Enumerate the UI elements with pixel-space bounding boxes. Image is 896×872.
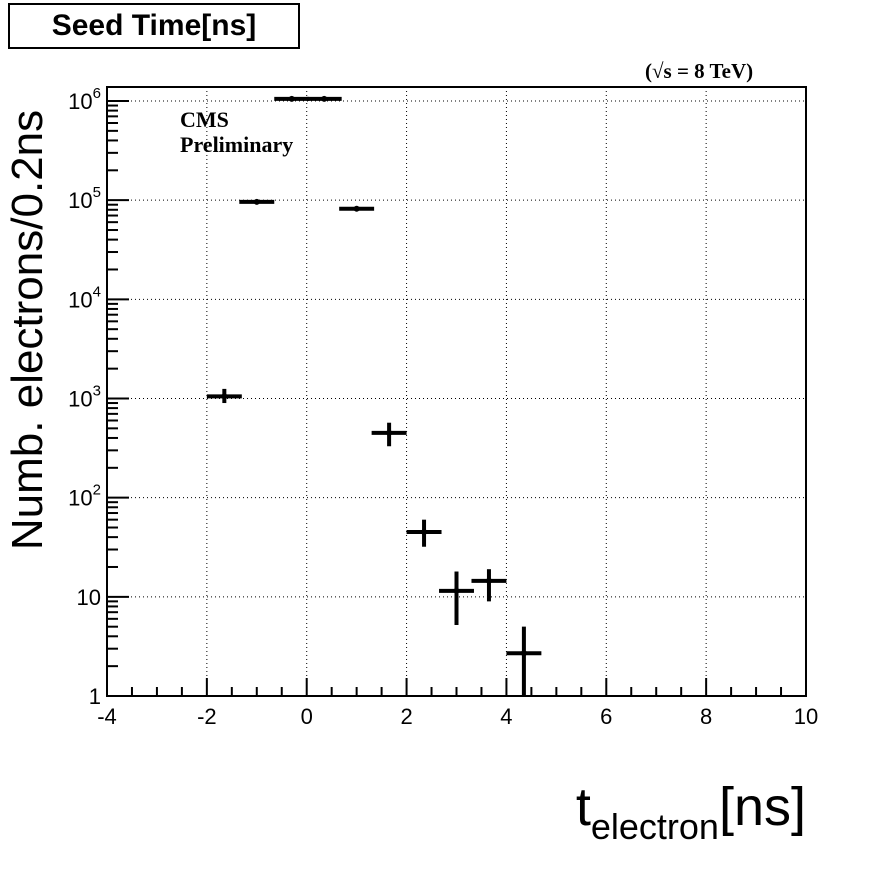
data-point-marker — [421, 529, 428, 536]
x-tick-label: 8 — [700, 704, 712, 729]
chart-title-box: Seed Time[ns] — [8, 3, 300, 49]
y-tick-label-exponent: 4 — [93, 283, 101, 300]
x-tick-label: 10 — [794, 704, 818, 729]
data-layer — [206, 95, 542, 696]
x-axis-label-main: t — [576, 777, 591, 837]
x-tick-label: 2 — [400, 704, 412, 729]
data-point-marker — [253, 198, 260, 205]
y-tick-label: 106 — [68, 85, 101, 114]
y-tick-label-base: 10 — [68, 287, 92, 312]
x-tick-label: 4 — [500, 704, 512, 729]
x-axis-label-sub: electron — [591, 806, 719, 847]
y-tick-label-base: 10 — [68, 89, 92, 114]
data-point-marker — [353, 205, 360, 212]
data-point-marker — [520, 650, 527, 657]
y-tick-label: 105 — [68, 184, 101, 213]
x-axis-label-unit: [ns] — [719, 777, 806, 837]
energy-label-rest: = 8 TeV) — [672, 59, 753, 83]
data-point-marker — [485, 577, 492, 584]
y-tick-label-base: 10 — [68, 387, 92, 412]
y-tick-label: 1 — [89, 684, 101, 709]
chart-title: Seed Time[ns] — [51, 9, 257, 42]
x-tick-label: 0 — [301, 704, 313, 729]
y-tick-label: 10 — [77, 585, 101, 610]
x-tick-label: 6 — [600, 704, 612, 729]
y-tick-label-exponent: 6 — [93, 85, 101, 102]
energy-label-sqrt: √s — [652, 59, 672, 83]
y-axis-label: Numb. electrons/0.2ns — [3, 110, 52, 550]
data-point-marker — [453, 587, 460, 594]
x-tick-label: -4 — [97, 704, 117, 729]
data-point-marker — [288, 95, 295, 102]
y-tick-label-base: 10 — [68, 486, 92, 511]
y-tick-label-exponent: 2 — [93, 482, 101, 499]
x-tick-label: -2 — [197, 704, 217, 729]
y-tick-label: 103 — [68, 383, 101, 412]
energy-label: (√s = 8 TeV) — [645, 59, 753, 83]
cms-label: CMS — [180, 107, 229, 132]
data-point-marker — [386, 429, 393, 436]
energy-label-open: ( — [645, 59, 652, 83]
preliminary-label: Preliminary — [180, 132, 293, 157]
y-tick-label-exponent: 3 — [93, 383, 101, 400]
y-tick-label: 104 — [68, 283, 101, 312]
y-tick-label-base: 10 — [68, 188, 92, 213]
x-axis-label: telectron[ns] — [576, 777, 806, 847]
y-tick-label-exponent: 5 — [93, 184, 101, 201]
data-point-marker — [221, 393, 228, 400]
y-tick-label: 102 — [68, 482, 101, 511]
data-point-marker — [321, 95, 328, 102]
